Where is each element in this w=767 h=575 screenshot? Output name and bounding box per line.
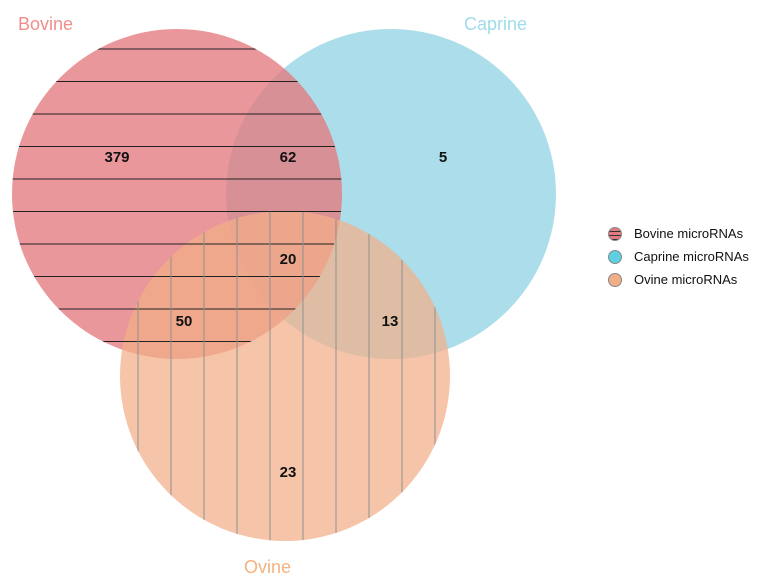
legend-label-ovine: Ovine microRNAs [634, 272, 738, 287]
striped-circle-icon [608, 226, 622, 241]
bovine-set-label: Bovine [18, 14, 73, 34]
legend-label-bovine: Bovine microRNAs [634, 226, 744, 241]
legend-item-bovine: Bovine microRNAs [608, 222, 749, 245]
circle-icon [608, 249, 622, 264]
legend-item-caprine: Caprine microRNAs [608, 245, 749, 268]
legend-item-ovine: Ovine microRNAs [608, 268, 749, 291]
region-count-bovine-only: 379 [104, 149, 129, 166]
region-count-all-three: 20 [280, 251, 297, 268]
legend: Bovine microRNAs Caprine microRNAs Ovine… [608, 222, 749, 291]
legend-label-caprine: Caprine microRNAs [634, 249, 749, 264]
region-count-bovine-ovine: 50 [176, 313, 193, 330]
ovine-set-label: Ovine [244, 557, 291, 575]
region-count-caprine-ovine: 13 [382, 313, 399, 330]
caprine-set-label: Caprine [464, 14, 527, 34]
region-count-caprine-only: 5 [439, 149, 447, 166]
circle-icon [608, 272, 622, 287]
ovine-circle [120, 211, 450, 541]
region-count-bovine-caprine: 62 [280, 149, 297, 166]
region-count-ovine-only: 23 [280, 464, 297, 481]
